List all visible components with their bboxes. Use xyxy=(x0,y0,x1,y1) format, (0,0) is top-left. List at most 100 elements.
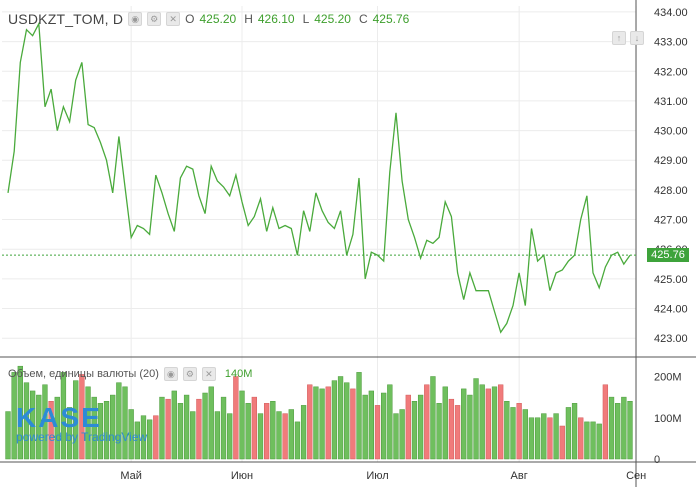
volume-bar xyxy=(214,411,221,460)
settings-icon[interactable]: ⚙ xyxy=(147,12,162,26)
time-tick-label: Июл xyxy=(366,470,388,482)
volume-tick-label: 0 xyxy=(654,454,660,466)
volume-bar xyxy=(313,386,319,460)
pane-controls: ↑ ↓ xyxy=(612,31,644,45)
volume-bar xyxy=(54,396,60,460)
price-tick-label: 428.00 xyxy=(654,185,688,197)
volume-bar xyxy=(85,386,91,460)
volume-bar xyxy=(264,403,270,460)
close-label: C xyxy=(358,12,368,26)
volume-bar xyxy=(159,396,165,460)
volume-bar xyxy=(541,413,547,460)
volume-bar xyxy=(498,384,504,460)
price-tick-label: 423.00 xyxy=(654,333,688,345)
volume-settings-icon[interactable]: ⚙ xyxy=(182,367,197,381)
price-tick-label: 432.00 xyxy=(654,66,688,78)
volume-bar xyxy=(29,390,36,460)
volume-bar xyxy=(239,390,245,460)
volume-bar xyxy=(461,388,467,460)
low-value: 425.20 xyxy=(314,12,351,26)
volume-bar xyxy=(454,405,461,460)
volume-bar xyxy=(257,413,264,460)
volume-bar xyxy=(473,378,479,460)
price-tick-label: 433.00 xyxy=(654,37,688,49)
volume-bar xyxy=(436,403,442,460)
volume-bar xyxy=(134,421,140,460)
volume-tick-label: 100M xyxy=(654,413,682,425)
time-tick-label: Май xyxy=(120,470,142,482)
volume-bar xyxy=(196,398,202,460)
low-label: L xyxy=(302,12,310,26)
open-value: 425.20 xyxy=(199,12,237,26)
price-tick-label: 427.00 xyxy=(654,215,688,227)
volume-bar xyxy=(220,396,227,460)
volume-bar xyxy=(300,405,307,460)
volume-bar xyxy=(362,394,368,460)
volume-bar xyxy=(621,396,627,460)
volume-bar xyxy=(190,411,196,460)
time-tick-label: Сен xyxy=(626,470,646,482)
symbol-label[interactable]: USDKZT_TOM, D xyxy=(8,11,124,27)
price-tick-label: 431.00 xyxy=(654,96,688,108)
powered-by-text: powered by TradingView xyxy=(16,430,148,444)
volume-value: 140M xyxy=(224,368,253,380)
volume-bar xyxy=(36,394,42,460)
volume-bar xyxy=(73,380,79,460)
volume-bar xyxy=(116,382,122,460)
volume-bar xyxy=(128,409,134,460)
close-icon[interactable]: ✕ xyxy=(166,12,181,26)
volume-bar xyxy=(590,421,596,460)
eye-icon[interactable]: ◉ xyxy=(128,12,143,26)
volume-bar xyxy=(405,394,411,460)
volume-bar xyxy=(510,407,516,460)
kase-logo-text: KASE xyxy=(16,402,102,433)
volume-bar xyxy=(319,388,325,460)
volume-legend: Объем, единицы валюты (20) ◉ ⚙ ✕ 140M xyxy=(8,367,252,381)
volume-bar xyxy=(584,421,590,460)
volume-bar xyxy=(344,382,350,460)
volume-bar xyxy=(307,384,313,460)
volume-bar xyxy=(91,396,97,460)
pane-up-icon[interactable]: ↑ xyxy=(612,31,626,45)
volume-bar xyxy=(411,401,418,460)
volume-bar xyxy=(331,380,338,460)
volume-bar xyxy=(177,403,184,460)
price-line xyxy=(7,21,631,334)
volume-bar xyxy=(528,417,535,460)
volume-bar xyxy=(387,384,393,460)
volume-bar xyxy=(171,390,177,460)
volume-bar xyxy=(42,384,48,460)
volume-bar xyxy=(48,401,54,460)
volume-label[interactable]: Объем, единицы валюты (20) xyxy=(8,368,159,380)
volume-bar xyxy=(66,407,73,460)
time-tick-label: Июн xyxy=(231,470,253,482)
volume-bar xyxy=(233,376,239,460)
volume-bar xyxy=(251,396,257,460)
volume-bar xyxy=(393,413,399,460)
high-label: H xyxy=(244,12,253,26)
volume-bar xyxy=(442,386,448,460)
volume-bar xyxy=(547,417,553,460)
volume-bar xyxy=(165,398,171,460)
volume-bar xyxy=(615,403,621,460)
volume-bar xyxy=(578,417,584,460)
kase-logo[interactable]: KASE powered by TradingView xyxy=(16,402,148,445)
volume-bar xyxy=(399,409,405,460)
pane-down-icon[interactable]: ↓ xyxy=(630,31,644,45)
volume-bar xyxy=(504,401,510,460)
volume-bar xyxy=(565,407,572,460)
series-legend: USDKZT_TOM, D ◉ ⚙ ✕ O 425.20 H 426.10 L … xyxy=(8,11,412,27)
volume-bar xyxy=(337,376,344,460)
volume-close-icon[interactable]: ✕ xyxy=(201,367,216,381)
volume-bar xyxy=(381,392,387,460)
volume-bar xyxy=(479,384,485,460)
volume-bar xyxy=(368,390,374,460)
price-tick-label: 429.00 xyxy=(654,155,688,167)
price-tick-label: 434.00 xyxy=(654,7,688,19)
volume-eye-icon[interactable]: ◉ xyxy=(163,367,178,381)
volume-bar xyxy=(516,403,522,460)
volume-bar xyxy=(97,403,104,460)
volume-bar xyxy=(356,372,362,460)
volume-bar xyxy=(122,386,128,460)
